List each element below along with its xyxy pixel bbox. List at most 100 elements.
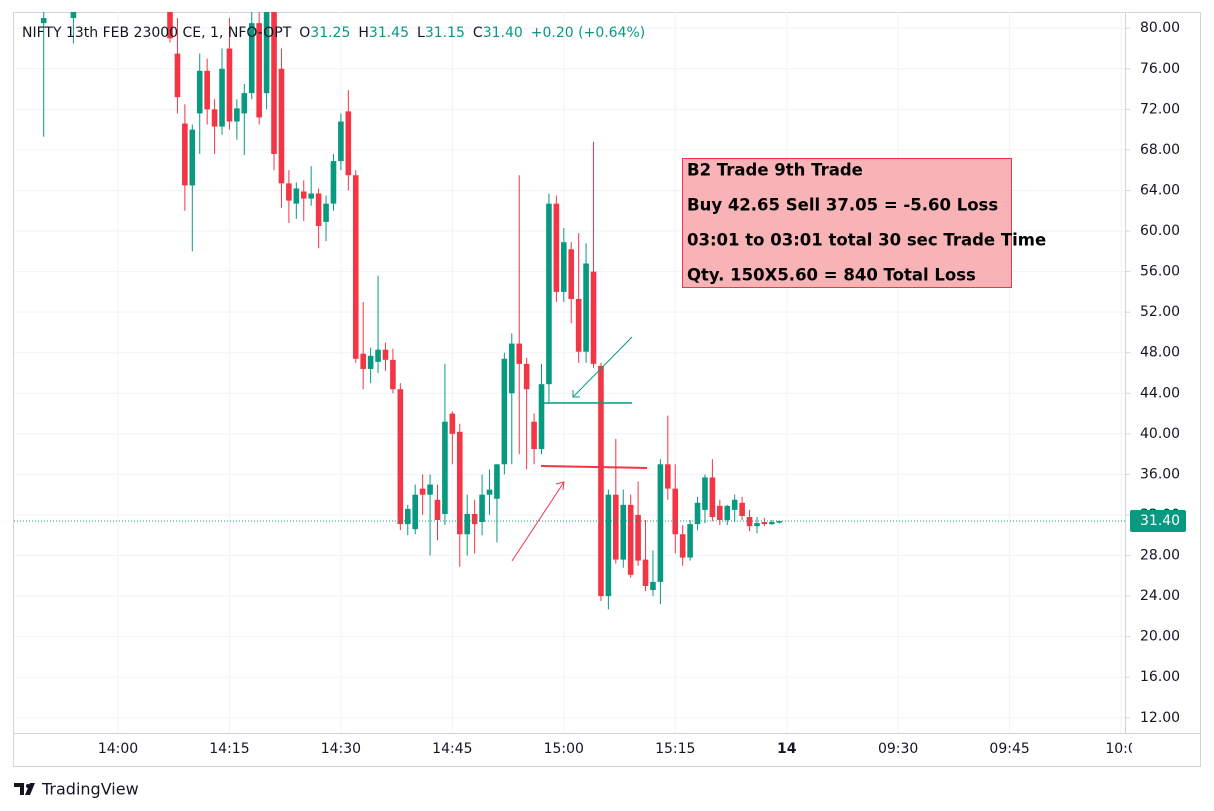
x-tick-label: 15:15 (655, 741, 695, 757)
candle-body (739, 502, 745, 516)
candle-body (434, 499, 441, 521)
ohlc-value: 31.40 (483, 25, 523, 41)
candle-body (189, 129, 196, 186)
candle-body (234, 108, 240, 122)
y-tick-label: 20.00 (1140, 629, 1180, 645)
candle-body (196, 70, 203, 114)
y-tick-label: 68.00 (1140, 142, 1180, 158)
x-tick-label: 14:15 (209, 741, 249, 757)
price-axis: 80.00 76.00 72.00 68.00 64.00 60.00 56.00 52.00… (1125, 20, 1186, 726)
exit-arrow-head (555, 481, 565, 491)
x-tick-label: 09:30 (878, 741, 918, 757)
candle-body (687, 524, 693, 558)
exit-arrow (511, 481, 565, 562)
candle-body (546, 203, 552, 385)
y-tick-label: 52.00 (1140, 304, 1180, 320)
x-tick-label: 14:00 (98, 741, 138, 757)
candle-body (271, 12, 277, 154)
chart-frame (13, 12, 1201, 767)
candle-body (367, 355, 374, 369)
candle-body (248, 23, 255, 94)
candle-body (167, 12, 173, 39)
candle-body (449, 413, 456, 434)
logo-dot (26, 784, 30, 788)
time-axis: 14:00 14:15 14:30 14:45 15:00 15:15 14 09:30 09:… (98, 741, 1136, 757)
ohlc-label: C (473, 25, 483, 41)
candle-body (613, 494, 619, 560)
ohlc-value: 31.45 (369, 25, 409, 41)
last-price-badge (1130, 510, 1186, 533)
x-tick-label: 10:0 (1105, 741, 1136, 757)
exit-line (540, 465, 648, 469)
logo: TradingView (14, 780, 139, 799)
candle-body (516, 343, 523, 364)
candle-body (538, 384, 545, 450)
entry-arrow (572, 336, 633, 398)
candle-body (769, 522, 775, 525)
symbol: NIFTY 13th FEB 23000 CE, 1, NFO-OPT (22, 25, 292, 41)
candle-body (404, 508, 411, 525)
change: +0.20 (+0.64%) (531, 25, 645, 41)
candle-body (263, 12, 270, 94)
candles (14, 12, 1125, 610)
candle-body (575, 298, 582, 352)
candle-body (471, 513, 478, 525)
candle-body (219, 68, 225, 127)
candle-body (345, 111, 352, 176)
candle-body (308, 193, 314, 199)
candle-body (323, 203, 329, 222)
candle-body (427, 484, 433, 495)
candle-body (256, 23, 262, 118)
y-tick-label: 76.00 (1140, 61, 1180, 77)
candle-body (754, 523, 760, 527)
candle-body (382, 349, 389, 360)
x-tick-label: 14:30 (321, 741, 361, 757)
y-tick-label: 12.00 (1140, 710, 1180, 726)
last-price-label: 31.40 (1140, 513, 1180, 529)
candle-body (702, 477, 708, 510)
candle-body (40, 18, 47, 24)
annotation-line: B2 Trade 9th Trade (687, 161, 863, 180)
candle-body (174, 53, 181, 98)
candle-body (776, 521, 783, 523)
y-tick-label: 16.00 (1140, 669, 1180, 685)
y-tick-label: 28.00 (1140, 548, 1180, 564)
candle-body (390, 359, 396, 390)
y-tick-label: 80.00 (1140, 20, 1180, 36)
candle-body (375, 349, 381, 362)
brand: TradingView (41, 780, 139, 799)
y-tick-label: 56.00 (1140, 264, 1180, 280)
candle-body (315, 193, 322, 226)
candle-body (241, 93, 248, 114)
candle-body (338, 121, 344, 162)
candle-body (330, 161, 337, 204)
candle-body (278, 68, 285, 184)
candle-body (657, 464, 664, 582)
candle-body (523, 363, 530, 390)
grid (14, 12, 1125, 733)
candle-body (761, 522, 768, 525)
candle-body (531, 421, 537, 450)
candle-body (620, 504, 627, 560)
x-tick-label: 15:00 (544, 741, 584, 757)
candle-body (300, 191, 307, 199)
candle-body (724, 505, 731, 521)
candle-body (464, 513, 471, 535)
candle-body (598, 365, 604, 597)
y-tick-label: 72.00 (1140, 101, 1180, 117)
candle-body (412, 494, 418, 530)
candle-body (731, 499, 738, 510)
annotation-line: Buy 42.65 Sell 37.05 = -5.60 Loss (687, 196, 998, 215)
candle-body (665, 464, 671, 489)
ohlc-value: 31.15 (425, 25, 465, 41)
y-tick-label: 40.00 (1140, 426, 1180, 442)
candle-body (553, 203, 560, 292)
candle-body (635, 514, 641, 561)
candle-body (605, 494, 612, 597)
candle-body (568, 249, 575, 299)
annotation: B2 Trade 9th Trade Buy 42.65 Sell 37.05 =… (687, 161, 1046, 285)
annotation-box (682, 158, 1012, 288)
candle-body (627, 504, 634, 575)
